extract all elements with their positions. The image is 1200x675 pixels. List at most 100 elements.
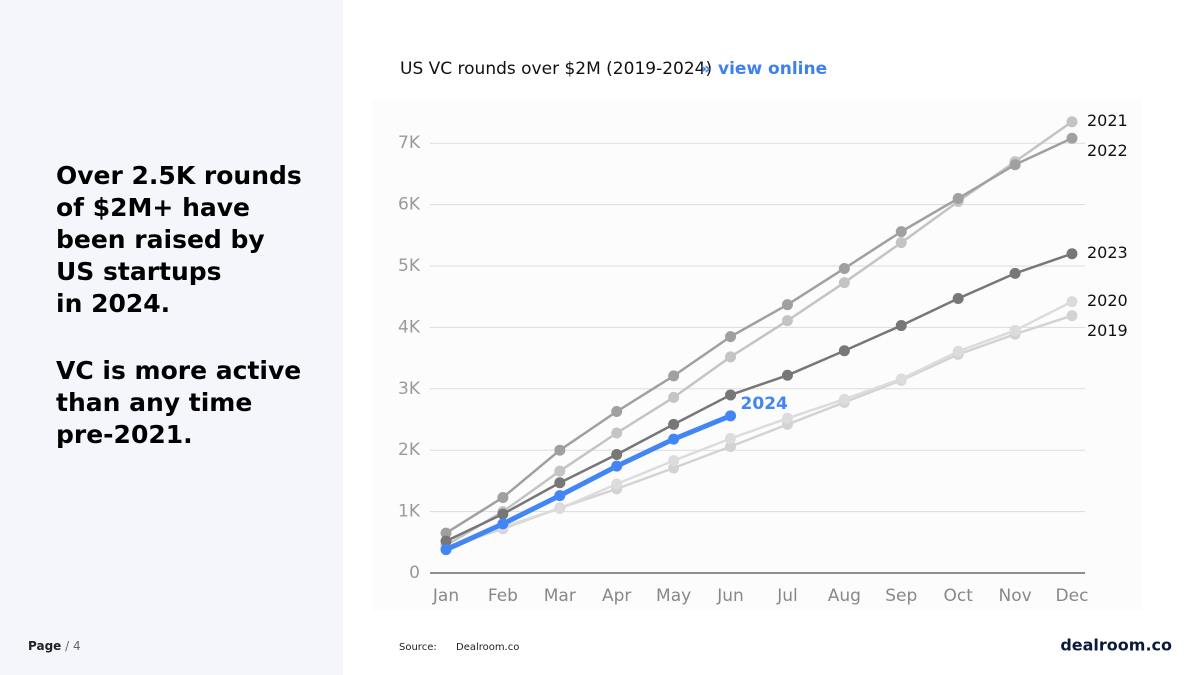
point bbox=[895, 320, 907, 332]
x-tick-label: May bbox=[656, 586, 691, 606]
subhead-line: than any time bbox=[56, 388, 253, 417]
series-line bbox=[445, 137, 1073, 535]
point bbox=[1066, 116, 1078, 128]
series-label: 2019 bbox=[1087, 321, 1128, 340]
point bbox=[554, 490, 566, 502]
point bbox=[611, 448, 623, 460]
source-label: Source: bbox=[399, 642, 437, 653]
point bbox=[895, 226, 907, 238]
point bbox=[440, 544, 452, 556]
link-chevron[interactable]: » bbox=[700, 59, 711, 79]
series-line bbox=[445, 252, 1073, 543]
page-number: Page / 4 bbox=[28, 639, 81, 653]
point bbox=[838, 277, 850, 289]
x-tick-label: Mar bbox=[544, 586, 576, 606]
point bbox=[497, 518, 509, 530]
point bbox=[668, 391, 680, 403]
point bbox=[554, 477, 566, 489]
subhead: VC is more active than any time pre-2021. bbox=[56, 355, 301, 451]
y-tick-label: 5K bbox=[398, 256, 421, 276]
point bbox=[952, 345, 964, 357]
headline-line: Over 2.5K rounds bbox=[56, 161, 302, 190]
subhead-line: pre-2021. bbox=[56, 420, 193, 449]
point bbox=[497, 508, 509, 520]
series-label: 2020 bbox=[1087, 291, 1128, 310]
point bbox=[554, 465, 566, 477]
headline-line: US startups bbox=[56, 257, 222, 286]
headline: Over 2.5K rounds of $2M+ have been raised … bbox=[56, 160, 302, 320]
point bbox=[895, 373, 907, 385]
point bbox=[1009, 159, 1021, 171]
series-label: 2024 bbox=[741, 394, 788, 414]
logo: dealroom.co bbox=[1060, 636, 1172, 655]
point bbox=[611, 460, 623, 472]
headline-line: in 2024. bbox=[56, 289, 171, 318]
point bbox=[725, 410, 737, 422]
x-tick-label: Oct bbox=[943, 586, 973, 606]
point bbox=[725, 351, 737, 363]
point bbox=[838, 393, 850, 405]
y-tick-label: 3K bbox=[398, 379, 421, 399]
series-label: 2022 bbox=[1087, 141, 1128, 160]
x-tick-label: Feb bbox=[488, 586, 518, 606]
x-tick-label: Nov bbox=[998, 586, 1031, 606]
series-line bbox=[445, 300, 1073, 550]
x-tick-label: Jul bbox=[776, 586, 798, 606]
point bbox=[440, 535, 452, 547]
series-line bbox=[445, 120, 1073, 547]
point bbox=[725, 441, 737, 453]
point bbox=[497, 491, 509, 503]
point bbox=[611, 427, 623, 439]
point bbox=[838, 262, 850, 274]
point bbox=[838, 345, 850, 357]
point bbox=[725, 433, 737, 445]
page-label: Page bbox=[28, 639, 62, 653]
y-tick-label: 1K bbox=[398, 502, 421, 522]
side-panel: Over 2.5K rounds of $2M+ have been raised … bbox=[0, 0, 343, 675]
point bbox=[781, 412, 793, 424]
x-tick-label: Jan bbox=[432, 586, 459, 606]
point bbox=[1066, 296, 1078, 308]
point bbox=[668, 370, 680, 382]
y-tick-label: 0 bbox=[409, 563, 420, 583]
point bbox=[895, 237, 907, 249]
point bbox=[1066, 248, 1078, 260]
y-tick-label: 7K bbox=[398, 133, 421, 153]
point bbox=[781, 315, 793, 327]
point bbox=[554, 503, 566, 515]
source: Dealroom.co bbox=[456, 642, 519, 653]
y-tick-label: 6K bbox=[398, 195, 421, 215]
x-tick-label: Jun bbox=[716, 586, 744, 606]
series-label: 2021 bbox=[1087, 111, 1128, 130]
point bbox=[668, 433, 680, 445]
point bbox=[1009, 324, 1021, 336]
point bbox=[668, 418, 680, 430]
x-tick-label: Dec bbox=[1056, 586, 1089, 606]
y-tick-label: 4K bbox=[398, 317, 421, 337]
chart-title: US VC rounds over $2M (2019-2024) bbox=[400, 59, 712, 79]
point bbox=[781, 299, 793, 311]
x-tick-label: Sep bbox=[885, 586, 917, 606]
point bbox=[952, 293, 964, 305]
point bbox=[611, 406, 623, 418]
point bbox=[554, 444, 566, 456]
headline-line: of $2M+ have bbox=[56, 193, 250, 222]
headline-line: been raised by bbox=[56, 225, 265, 254]
point bbox=[725, 331, 737, 343]
point bbox=[668, 455, 680, 467]
y-tick-label: 2K bbox=[398, 440, 421, 460]
series-label: 2023 bbox=[1087, 243, 1128, 262]
view-online-link[interactable]: view online bbox=[718, 59, 827, 79]
page-num: / 4 bbox=[65, 639, 81, 653]
subhead-line: VC is more active bbox=[56, 356, 302, 385]
x-tick-label: Apr bbox=[602, 586, 631, 606]
point bbox=[1009, 267, 1021, 279]
point bbox=[725, 389, 737, 401]
point bbox=[1066, 310, 1078, 322]
point bbox=[1066, 132, 1078, 144]
point bbox=[952, 192, 964, 204]
point bbox=[781, 369, 793, 381]
point bbox=[611, 478, 623, 490]
